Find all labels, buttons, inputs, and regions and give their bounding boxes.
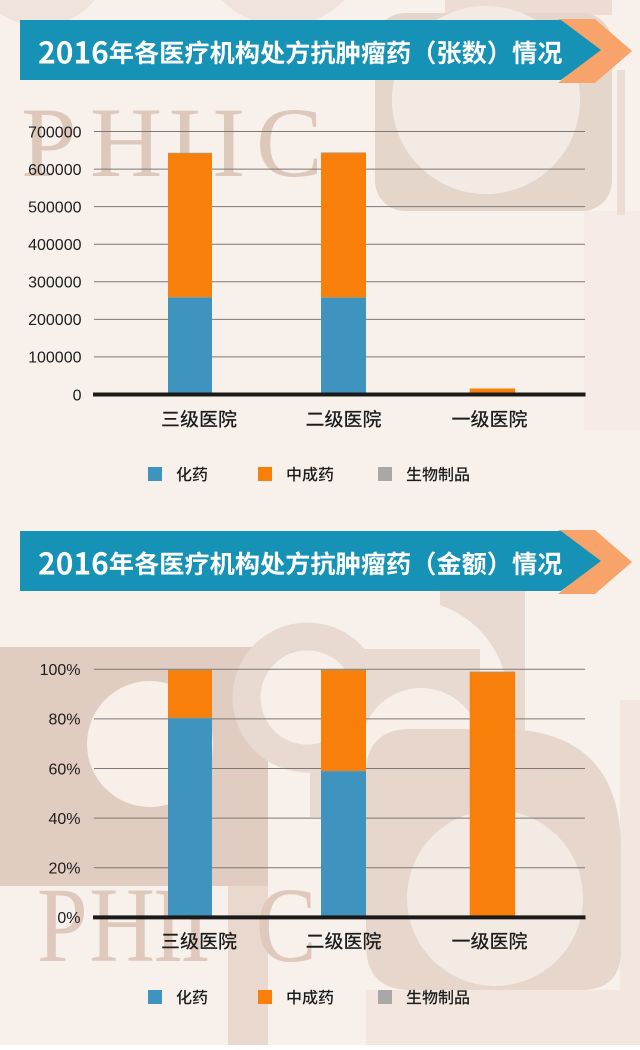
svg-text:0: 0 bbox=[73, 387, 82, 404]
svg-text:80%: 80% bbox=[48, 712, 80, 729]
svg-text:40%: 40% bbox=[48, 811, 80, 828]
svg-text:200000: 200000 bbox=[28, 312, 81, 329]
svg-text:600000: 600000 bbox=[28, 162, 81, 179]
svg-text:400000: 400000 bbox=[28, 237, 81, 254]
svg-text:500000: 500000 bbox=[28, 199, 81, 216]
svg-text:60%: 60% bbox=[48, 761, 80, 778]
svg-text:300000: 300000 bbox=[28, 275, 81, 292]
svg-text:100000: 100000 bbox=[28, 350, 81, 367]
svg-text:20%: 20% bbox=[48, 861, 80, 878]
svg-text:0%: 0% bbox=[57, 910, 80, 927]
svg-text:100%: 100% bbox=[40, 662, 81, 679]
svg-text:700000: 700000 bbox=[28, 124, 81, 141]
